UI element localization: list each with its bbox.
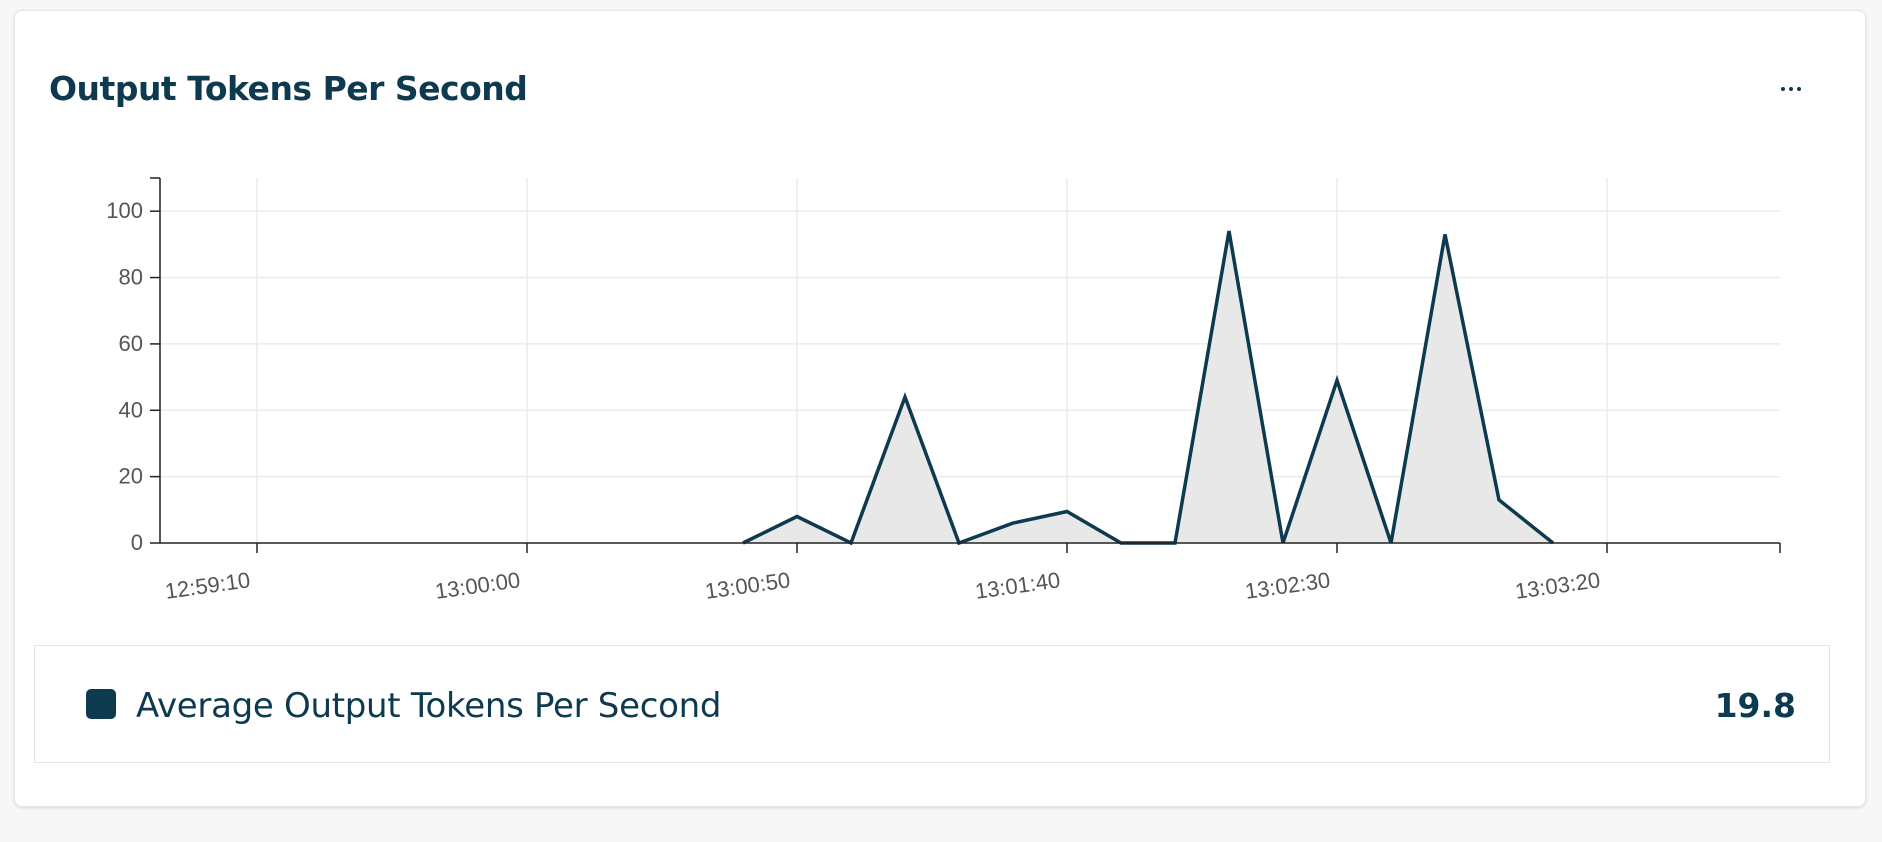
panel-title: Output Tokens Per Second	[49, 69, 528, 108]
more-options-button[interactable]	[1771, 75, 1811, 103]
more-horizontal-icon-dot	[1789, 87, 1793, 91]
y-tick-label: 0	[131, 530, 143, 555]
y-tick-label: 100	[106, 198, 143, 223]
x-tick-label: 13:00:50	[703, 567, 791, 604]
x-tick-label: 13:03:20	[1513, 567, 1601, 604]
x-tick-label: 13:00:00	[433, 567, 521, 604]
more-horizontal-icon	[1781, 87, 1785, 91]
chart-axes: 0 20 40 60 80 100 12:59:10 13:00:00 13:00:50 13:0…	[106, 177, 1781, 604]
chart-grid	[160, 178, 1780, 543]
y-tick-label: 80	[119, 265, 143, 290]
y-tick-label: 60	[119, 331, 143, 356]
legend-label: Average Output Tokens Per Second	[136, 686, 722, 726]
x-tick-label: 13:02:30	[1243, 567, 1331, 604]
y-tick-label: 40	[119, 397, 143, 422]
legend-swatch	[86, 689, 116, 719]
x-tick-label: 13:01:40	[973, 567, 1061, 604]
legend-value: 19.8	[1714, 686, 1796, 725]
tokens-chart: 0 20 40 60 80 100 12:59:10 13:00:00 13:00:50 13:0…	[106, 177, 1781, 604]
more-horizontal-icon-dot	[1797, 87, 1801, 91]
y-tick-label: 20	[119, 464, 143, 489]
legend-box: Average Output Tokens Per Second 19.8	[34, 645, 1830, 763]
series-area	[743, 231, 1553, 543]
x-tick-label: 12:59:10	[163, 567, 251, 604]
